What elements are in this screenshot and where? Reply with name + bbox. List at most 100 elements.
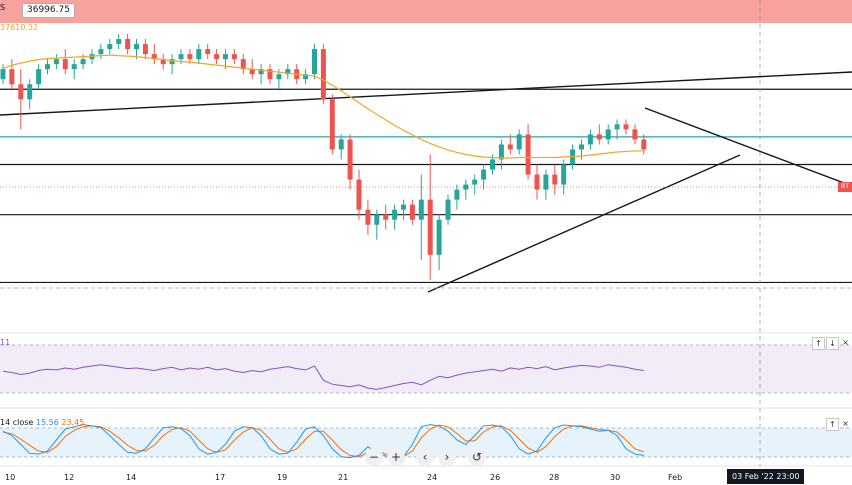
stoch-d-line [2,424,644,458]
scroll-left-button[interactable]: ‹ [416,448,434,466]
trendline-ascending-support[interactable] [427,154,741,293]
candle [409,199,415,225]
rsi-label: 11 [0,338,11,347]
candle [303,69,309,85]
rsi-move-down-button[interactable]: ↓ [826,337,839,350]
candle [356,169,362,220]
candle [472,174,478,195]
candle [151,44,157,65]
candle [258,64,264,85]
candle [267,64,273,85]
crosshair-time-label: 03 Feb '22 23:00 [727,469,805,484]
candle [231,49,237,65]
stoch-label-prefix: 14 close [0,418,34,427]
candle [605,124,611,145]
candle [383,204,389,230]
candle [543,169,549,200]
xaxis-tick: 24 [427,473,438,482]
candle [71,59,77,80]
candle [596,124,602,145]
candle [329,94,335,155]
candle [312,44,317,80]
candle [53,54,59,70]
xaxis-tick: 26 [490,473,501,482]
rsi-close-button[interactable]: × [842,338,849,347]
stoch-k-line [2,424,644,459]
candle [98,44,104,60]
candle [45,59,50,75]
candle [525,124,531,180]
xaxis-tick: 30 [610,473,621,482]
scroll-right-button[interactable]: › [438,448,456,466]
candle [418,174,424,260]
top-price-band [0,0,852,23]
ma-value-label: 37610.32 [0,23,39,32]
xaxis-tick: 21 [338,473,349,482]
zoom-out-button[interactable]: − [365,448,383,466]
candle [196,44,202,65]
candle [134,39,139,60]
candle [507,134,513,155]
candle [169,54,175,75]
candle [561,159,567,195]
xaxis-tick: 14 [126,473,137,482]
candle [9,59,15,90]
candle [18,69,24,130]
candle [454,184,460,210]
candle [240,54,246,75]
candle [36,64,42,90]
candle [27,79,33,110]
candle [347,134,353,190]
reset-chart-button[interactable]: ↺ [468,448,486,466]
candle [632,124,638,145]
candle [401,199,406,220]
xaxis-tick: 12 [64,473,75,482]
candle [427,154,433,280]
xaxis-tick: 10 [5,473,16,482]
candle [587,129,593,150]
candle [552,164,558,195]
zoom-in-button[interactable]: + [387,448,405,466]
candle [116,34,122,50]
candle [320,44,326,105]
candle [62,49,68,75]
xaxis-tick: 19 [277,473,288,482]
stoch-move-up-button[interactable]: ↑ [826,418,839,431]
candle [614,119,620,140]
price-readout: 36996.75 [22,3,75,18]
rsi-move-up-button[interactable]: ↑ [812,337,825,350]
candle [463,179,469,200]
candle [623,119,629,135]
trendline-upper-rising[interactable] [0,71,852,116]
moving-average-line [2,54,644,159]
candle [436,214,442,270]
xaxis-tick: Feb [668,473,683,482]
rsi-line [2,364,644,390]
candle [142,39,148,60]
candle [445,194,451,225]
xaxis-tick: 28 [549,473,560,482]
candle [160,54,166,70]
candle [205,44,211,60]
xaxis-tick: 17 [215,473,226,482]
candle [516,129,522,155]
candle [125,34,131,55]
stoch-label: 14 close 15.56 23.45 [0,418,84,428]
candle [365,199,371,235]
symbol-fragment: S [0,3,6,12]
candle [0,64,6,85]
candle [338,134,344,160]
candle [481,164,487,190]
price-axis-tag: BT [838,182,852,192]
candle [214,49,220,65]
candle [534,164,540,200]
stoch-d-value: 23.45 [61,418,85,427]
trendline-descending[interactable] [644,107,852,187]
candle [107,39,113,55]
stoch-k-value: 15.56 [35,418,59,427]
candle [285,64,291,80]
candle [392,204,398,230]
candle [498,139,504,170]
stoch-close-button[interactable]: × [842,419,849,428]
